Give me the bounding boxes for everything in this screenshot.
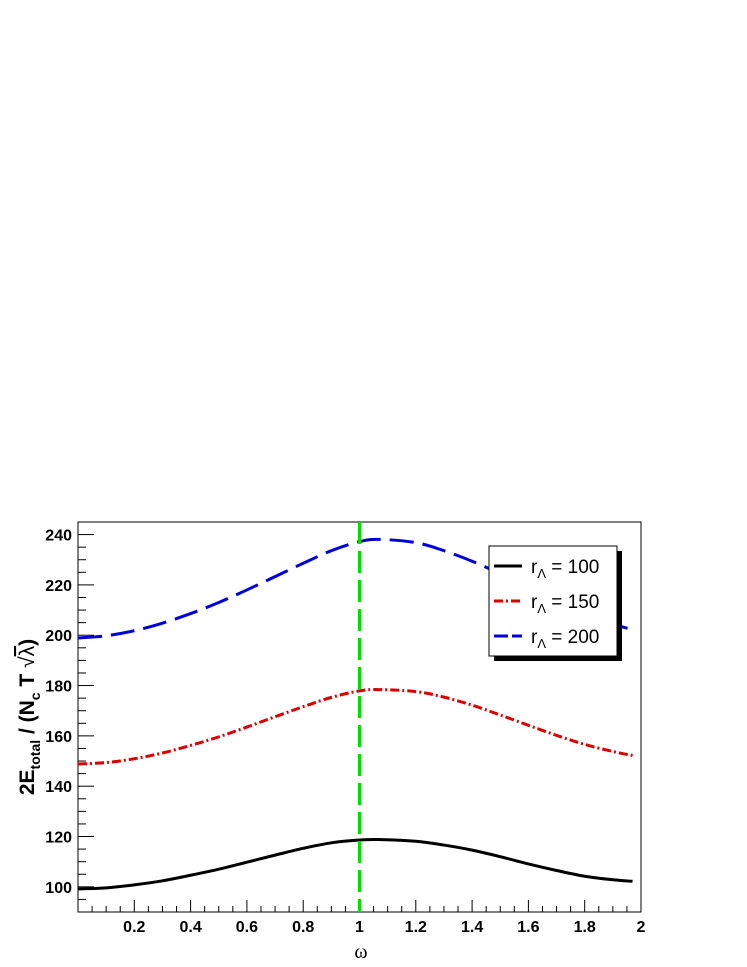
- legend-box: [488, 545, 618, 657]
- y-tick-label: 240: [45, 528, 72, 545]
- x-tick-label: 0.4: [179, 919, 201, 936]
- y-tick-label: 180: [45, 679, 72, 696]
- y-label-close: ): [16, 639, 39, 646]
- y-label-sqrt-arg: λ: [16, 645, 39, 656]
- y-tick-label: 140: [45, 779, 72, 796]
- y-label-middle: / (N: [16, 700, 39, 740]
- y-label-prefix: 2E: [16, 769, 39, 795]
- y-tick-label: 120: [45, 830, 72, 847]
- y-axis-ticks: 100 120 140 160 180 200 220 240: [45, 521, 94, 913]
- x-tick-label: 1.6: [517, 919, 539, 936]
- y-axis-label: 2Etotal / (Nc T √λ): [16, 639, 43, 795]
- legend-label-r-200: rΛ = 200: [531, 627, 599, 651]
- y-label-sub: total: [27, 740, 43, 770]
- x-tick-label: 0.8: [292, 919, 314, 936]
- series-line-r-150: [77, 688, 633, 766]
- y-tick-label: 160: [45, 729, 72, 746]
- x-tick-label: 1.2: [405, 919, 427, 936]
- y-tick-label: 200: [45, 628, 72, 645]
- legend-label-r-100: rΛ = 100: [531, 557, 599, 581]
- x-axis-ticks: 0.2 0.4 0.6 0.8 1 1.2 1.4 1.6 1.8 2: [91, 900, 646, 936]
- x-tick-label: 0.6: [236, 919, 258, 936]
- x-tick-label: 1.4: [461, 919, 483, 936]
- series-line-r-100: [77, 837, 633, 891]
- legend: rΛ = 100 rΛ = 150 rΛ = 200: [488, 545, 622, 661]
- x-tick-label: 1: [355, 919, 364, 936]
- y-label-tail: T: [16, 668, 39, 693]
- x-tick-label: 1.8: [574, 919, 596, 936]
- x-axis-label: ω: [354, 941, 367, 963]
- x-tick-label: 0.2: [123, 919, 145, 936]
- x-tick-label: 2: [637, 919, 646, 936]
- y-label-sub2: c: [27, 692, 43, 700]
- y-tick-label: 100: [45, 880, 72, 897]
- y-label-sqrt: √: [16, 656, 39, 668]
- legend-label-r-150: rΛ = 150: [531, 592, 599, 616]
- y-tick-label: 220: [45, 578, 72, 595]
